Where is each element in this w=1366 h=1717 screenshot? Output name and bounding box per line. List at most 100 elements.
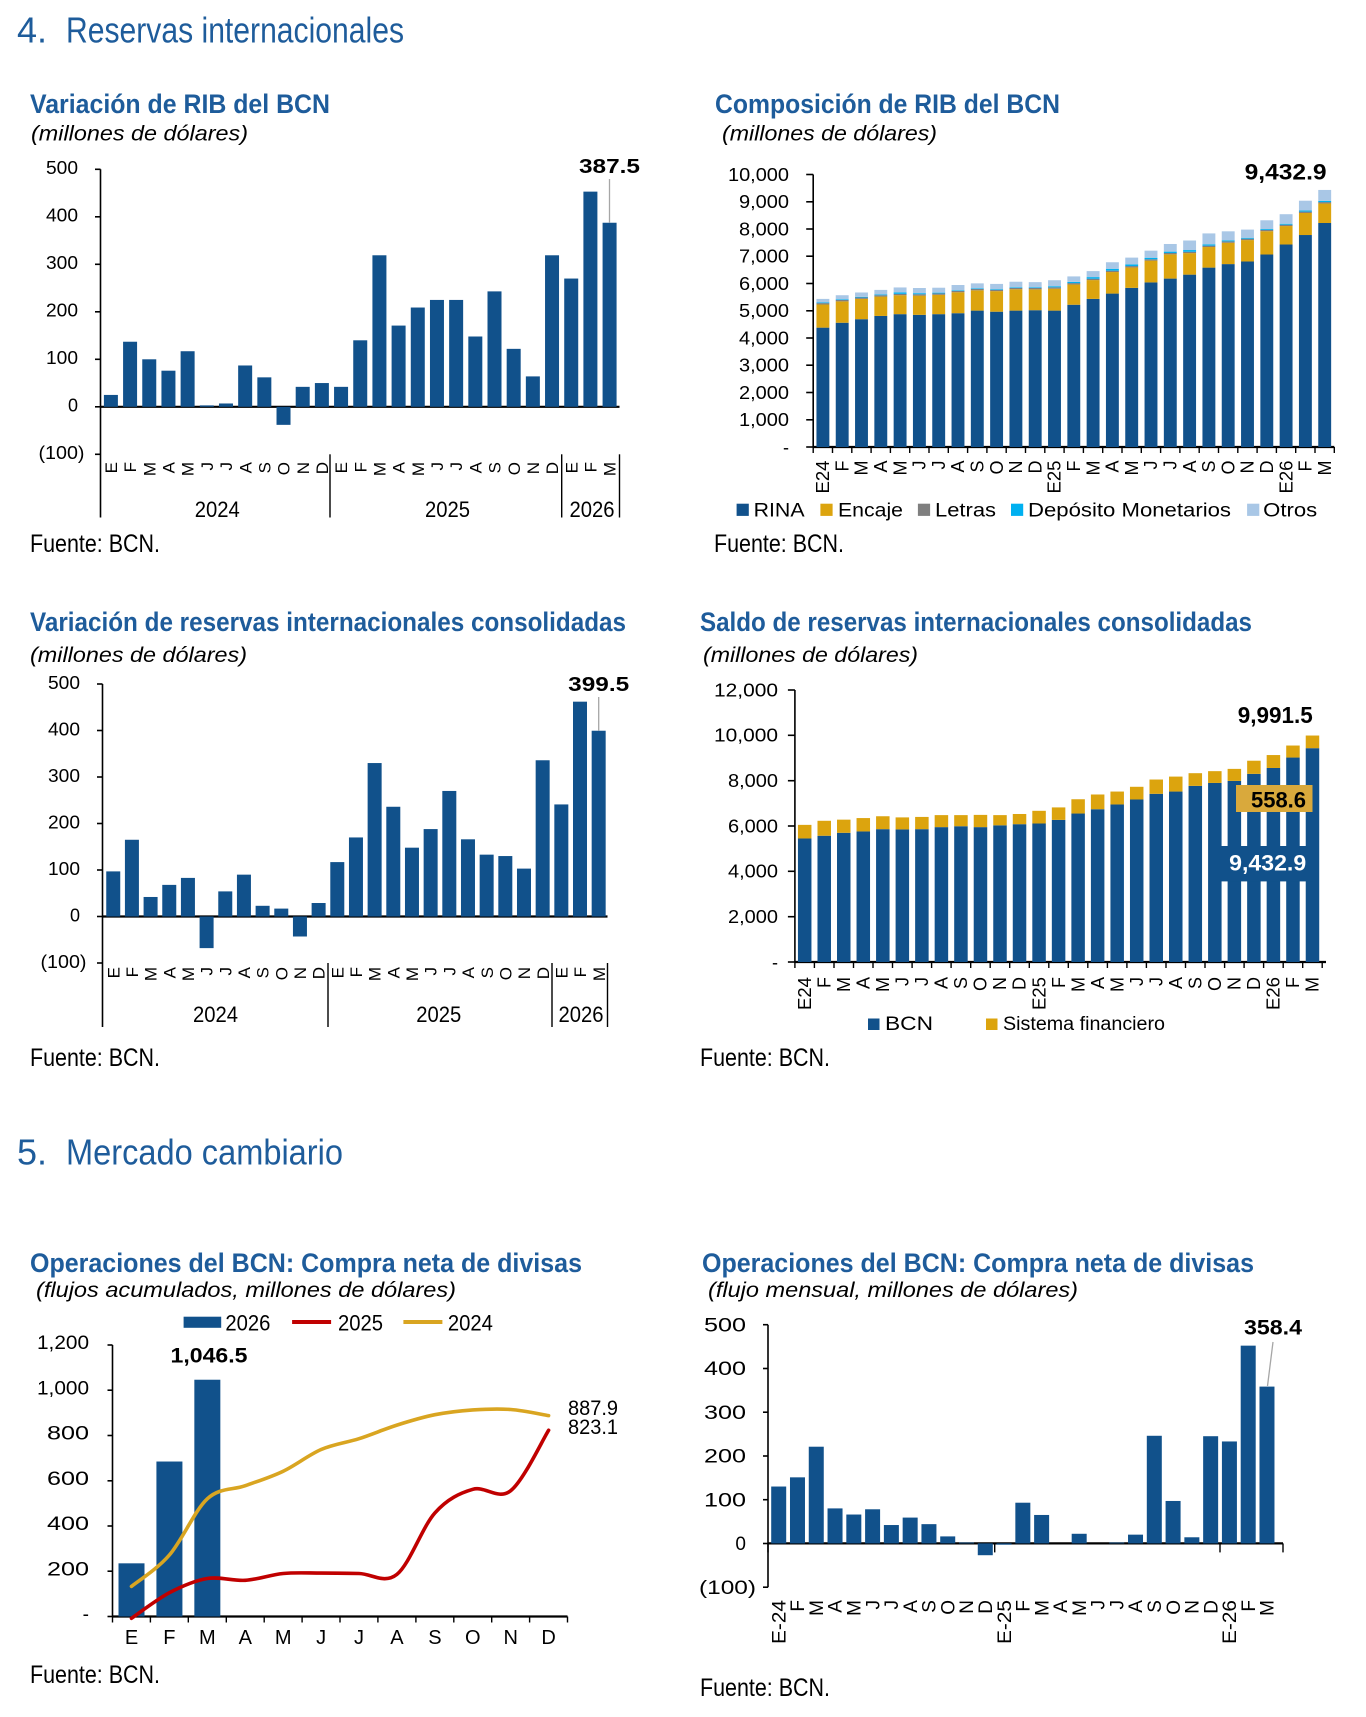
svg-text:(100): (100) — [39, 443, 85, 463]
svg-text:E: E — [328, 967, 347, 978]
svg-text:A: A — [239, 1627, 253, 1649]
svg-text:M: M — [1122, 461, 1142, 476]
svg-text:Saldo de reservas internaciona: Saldo de reservas internacionales consol… — [700, 607, 1252, 637]
svg-text:9,000: 9,000 — [739, 192, 789, 212]
svg-text:F: F — [1049, 977, 1069, 988]
svg-text:E: E — [562, 462, 581, 473]
svg-text:S: S — [428, 1627, 441, 1649]
svg-text:E25: E25 — [1029, 977, 1049, 1010]
svg-text:M: M — [142, 967, 161, 981]
svg-text:J: J — [1141, 461, 1161, 470]
svg-text:300: 300 — [46, 253, 78, 273]
svg-text:A: A — [932, 977, 952, 989]
svg-text:D: D — [534, 967, 553, 979]
svg-text:M: M — [409, 462, 428, 476]
svg-text:E-25: E-25 — [995, 1600, 1016, 1644]
svg-text:2024: 2024 — [195, 497, 240, 522]
svg-text:300: 300 — [48, 766, 80, 786]
svg-text:400: 400 — [46, 206, 78, 226]
svg-text:J: J — [216, 967, 235, 976]
svg-text:387.5: 387.5 — [579, 156, 640, 178]
svg-text:A: A — [826, 1600, 847, 1613]
svg-text:8,000: 8,000 — [728, 771, 778, 791]
svg-text:A: A — [1103, 461, 1123, 473]
svg-text:Variación de reservas internac: Variación de reservas internacionales co… — [30, 607, 626, 637]
svg-text:8,000: 8,000 — [739, 219, 789, 239]
svg-text:A: A — [1166, 977, 1186, 989]
svg-text:823.1: 823.1 — [568, 1416, 618, 1439]
svg-text:F: F — [1296, 461, 1316, 472]
svg-text:M: M — [590, 967, 609, 981]
svg-text:Operaciones del BCN: Compra ne: Operaciones del BCN: Compra neta de divi… — [30, 1248, 582, 1278]
svg-text:M: M — [873, 977, 893, 992]
svg-text:Fuente: BCN.: Fuente: BCN. — [30, 530, 160, 558]
svg-text:O: O — [272, 967, 291, 980]
svg-text:J: J — [912, 977, 932, 986]
svg-text:E-26: E-26 — [1220, 1600, 1241, 1644]
svg-text:J: J — [428, 462, 447, 471]
svg-text:D: D — [541, 1627, 555, 1649]
svg-text:Fuente: BCN.: Fuente: BCN. — [30, 1044, 160, 1072]
svg-text:0: 0 — [68, 396, 78, 416]
svg-text:3,000: 3,000 — [739, 356, 789, 376]
svg-text:N: N — [1225, 977, 1245, 990]
svg-text:M: M — [601, 462, 620, 476]
svg-text:500: 500 — [48, 673, 80, 693]
svg-text:12,000: 12,000 — [714, 680, 778, 700]
svg-text:M: M — [179, 967, 198, 981]
svg-text:S: S — [478, 967, 497, 978]
svg-text:100: 100 — [704, 1490, 746, 1511]
svg-text:M: M — [366, 967, 385, 981]
svg-text:Mercado cambiario: Mercado cambiario — [66, 1132, 343, 1173]
svg-text:A: A — [390, 1627, 404, 1649]
svg-text:J: J — [863, 1600, 884, 1610]
svg-text:887.9: 887.9 — [568, 1397, 618, 1420]
svg-text:4.: 4. — [17, 10, 47, 51]
svg-text:N: N — [291, 967, 310, 979]
svg-text:2024: 2024 — [193, 1002, 238, 1027]
svg-text:S: S — [920, 1600, 941, 1613]
svg-text:S: S — [1186, 977, 1206, 989]
svg-text:A: A — [1088, 977, 1108, 989]
svg-text:BCN: BCN — [885, 1014, 933, 1035]
svg-text:D: D — [1257, 461, 1277, 474]
svg-text:400: 400 — [48, 719, 80, 739]
svg-text:D: D — [313, 462, 332, 474]
svg-text:F: F — [121, 462, 140, 472]
svg-text:-: - — [83, 1605, 89, 1626]
svg-text:M: M — [1315, 461, 1335, 476]
svg-text:-: - — [772, 952, 778, 972]
svg-text:J: J — [198, 967, 217, 976]
svg-text:200: 200 — [46, 301, 78, 321]
svg-text:M: M — [1032, 1600, 1053, 1616]
svg-text:M: M — [1107, 977, 1127, 992]
svg-text:Encaje: Encaje — [838, 501, 903, 522]
svg-text:10,000: 10,000 — [728, 165, 789, 185]
svg-text:N: N — [1238, 461, 1258, 474]
svg-text:J: J — [1089, 1600, 1110, 1610]
svg-text:J: J — [1161, 461, 1181, 470]
svg-text:M: M — [807, 1600, 828, 1616]
svg-text:A: A — [1180, 461, 1200, 473]
svg-text:A: A — [390, 461, 409, 473]
svg-text:F: F — [788, 1600, 809, 1612]
svg-text:9,432.9: 9,432.9 — [1245, 160, 1327, 185]
svg-text:Letras: Letras — [935, 501, 996, 522]
svg-text:5.: 5. — [17, 1132, 47, 1173]
svg-text:600: 600 — [47, 1469, 89, 1490]
svg-text:2025: 2025 — [416, 1002, 461, 1027]
svg-text:A: A — [901, 1600, 922, 1613]
svg-text:200: 200 — [704, 1447, 746, 1468]
svg-text:399.5: 399.5 — [568, 674, 629, 696]
svg-text:Variación de RIB del BCN: Variación de RIB del BCN — [30, 89, 330, 119]
svg-text:E24: E24 — [795, 977, 815, 1010]
svg-text:F: F — [163, 1627, 175, 1649]
svg-text:J: J — [1127, 977, 1147, 986]
svg-text:6,000: 6,000 — [728, 816, 778, 836]
svg-text:O: O — [275, 462, 294, 475]
svg-text:(100): (100) — [41, 952, 87, 972]
svg-text:100: 100 — [46, 348, 78, 368]
svg-text:N: N — [957, 1600, 978, 1614]
svg-text:2026: 2026 — [570, 497, 615, 522]
svg-text:Fuente: BCN.: Fuente: BCN. — [700, 1674, 830, 1702]
